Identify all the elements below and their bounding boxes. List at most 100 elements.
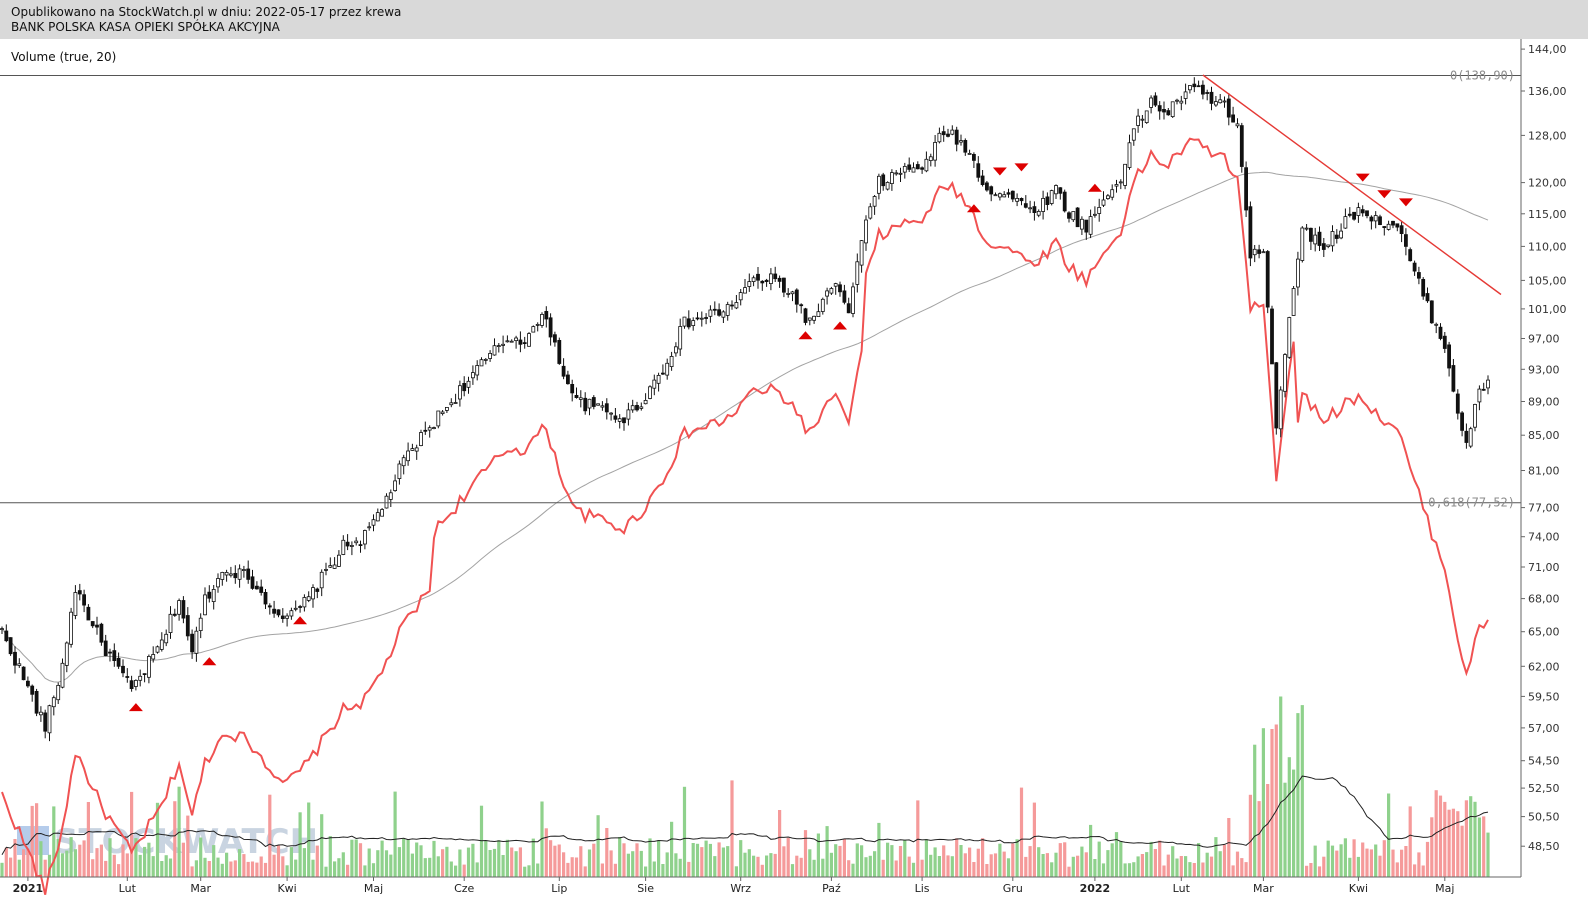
volume-bar (868, 855, 872, 877)
candle-body (807, 317, 812, 321)
volume-bar (635, 843, 639, 877)
candle-body (712, 308, 717, 311)
candle-body (332, 564, 337, 569)
volume-bar (993, 853, 998, 877)
candle-body (1300, 227, 1305, 261)
volume-bar (285, 865, 289, 877)
volume-bar (233, 860, 237, 877)
volume-bar (786, 837, 790, 877)
candle-body (794, 289, 799, 305)
candle-body (56, 685, 61, 701)
volume-bar (1114, 832, 1119, 877)
candle-body (1201, 84, 1205, 95)
trendline-path (1202, 74, 1502, 296)
x-tick-label: Wrz (730, 882, 751, 895)
volume-bar (972, 862, 976, 877)
candle-body (609, 412, 613, 415)
candle-body (639, 406, 644, 409)
candle-body (220, 572, 225, 580)
volume-bar (626, 853, 630, 877)
volume-bar (354, 839, 358, 877)
candle-body (457, 385, 462, 400)
volume-bar (229, 861, 233, 877)
volume-bar (1486, 832, 1490, 877)
volume-bar (631, 851, 635, 877)
volume-bar (1209, 856, 1214, 877)
candle-body (401, 457, 406, 467)
candle-body (825, 290, 829, 297)
volume-bar (358, 843, 363, 877)
candle-body (1313, 234, 1318, 245)
candle-body (915, 164, 920, 170)
volume-bar (523, 866, 527, 877)
candle-body (1093, 213, 1097, 216)
candle-body (1097, 206, 1102, 214)
volume-bar (998, 843, 1002, 877)
candle-body (388, 492, 393, 500)
indicator-label: Volume (true, 20) (11, 50, 117, 64)
volume-bar (808, 849, 812, 877)
volume-bar (1045, 853, 1049, 877)
candle-body (881, 174, 886, 187)
volume-bar (1274, 724, 1278, 877)
volume-bar (803, 830, 808, 877)
candle-body (211, 589, 216, 603)
volume-bar (812, 859, 816, 877)
volume-bar (1391, 849, 1395, 877)
volume-bar (1214, 837, 1218, 877)
candle-body (1019, 197, 1024, 202)
volume-bar (682, 786, 687, 877)
volume-bar (842, 839, 846, 877)
candle-body (1209, 91, 1214, 104)
volume-bar (1101, 863, 1106, 877)
candle-body (1010, 190, 1015, 200)
candle-body (1106, 195, 1110, 200)
volume-bar (1240, 858, 1244, 877)
candle-body (1248, 206, 1253, 259)
x-tick-label: 2022 (1080, 882, 1111, 895)
candle-body (30, 685, 35, 695)
volume-bar (1356, 856, 1360, 877)
candle-body (1080, 218, 1084, 230)
volume-bar (423, 858, 427, 877)
candle-body (665, 362, 670, 376)
volume-bar (760, 864, 764, 877)
volume-bar (1071, 856, 1075, 877)
x-tick-label: Maj (1435, 882, 1454, 895)
y-tick-label: 120,00 (1528, 177, 1567, 190)
volume-bar (739, 840, 743, 877)
volume-bar (1270, 729, 1274, 877)
volume-bar (250, 861, 255, 877)
candle-body (103, 640, 108, 657)
volume-bar (1257, 801, 1261, 877)
volume-bar (942, 845, 946, 877)
candle-body (1386, 223, 1391, 230)
volume-bar (1140, 854, 1144, 877)
candle-body (501, 343, 506, 346)
volume-bar (592, 843, 596, 877)
candle-body (924, 158, 929, 172)
candle-body (1140, 118, 1145, 121)
volume-bar (1002, 851, 1006, 877)
candle-body (380, 509, 385, 517)
volume-bar (717, 842, 721, 877)
volume-bar (337, 858, 341, 877)
volume-bar (1097, 841, 1101, 877)
volume-bar (82, 840, 86, 877)
candle-body (894, 172, 899, 175)
volume-bar (583, 866, 587, 877)
candle-body (855, 261, 860, 285)
candle-body (1054, 185, 1058, 195)
candle-body (172, 613, 177, 616)
volume-bar (756, 856, 760, 877)
candle-body (527, 333, 531, 347)
volume-bar (302, 848, 306, 877)
candle-body (738, 292, 743, 301)
candle-body (704, 317, 708, 319)
volume-bar (847, 860, 851, 877)
candle-body (1127, 142, 1132, 168)
volume-bar (1279, 696, 1283, 877)
volume-bar (207, 861, 211, 877)
candle-body (164, 633, 169, 644)
volume-bar (514, 851, 518, 877)
